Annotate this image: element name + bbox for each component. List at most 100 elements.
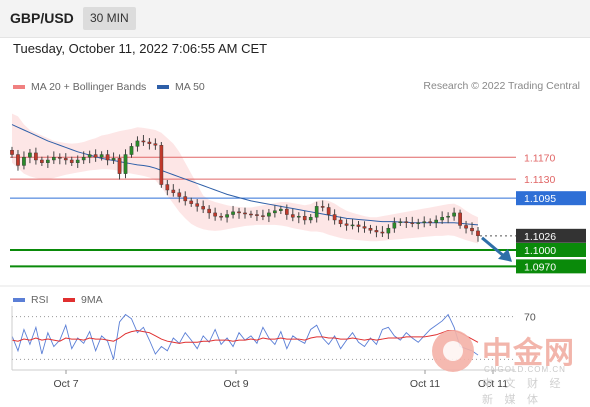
rsi-panel: 70 [11, 312, 536, 360]
x-tick-label: Oct 7 [53, 378, 78, 390]
candle-body [153, 143, 158, 146]
level-label-resistance-1: 1.1130 [524, 174, 555, 186]
candle-body [302, 215, 307, 221]
ma20-swatch [13, 85, 25, 90]
rsi-tick-70: 70 [524, 312, 536, 324]
level-tag-support-2 [516, 259, 586, 274]
legend-ma50: MA 50 [157, 80, 205, 94]
candle-body [398, 221, 403, 223]
candle-body [386, 227, 391, 234]
rsi-9ma-line [11, 330, 479, 344]
candle-body [28, 152, 32, 158]
candle-body [326, 207, 331, 215]
candle-body [279, 208, 283, 211]
candle-body [105, 154, 110, 161]
candle-body [165, 184, 170, 191]
interval-button[interactable]: 30 MIN [83, 7, 136, 30]
candle-body [464, 225, 468, 229]
watermark-sub: 中 文 财 经 新 媒 体 [482, 377, 565, 406]
bollinger-band-area [12, 113, 478, 244]
candle-body [410, 222, 415, 224]
candle-body [350, 224, 355, 227]
rsi-swatch [13, 298, 25, 303]
candle-body [147, 141, 152, 144]
symbol-title: GBP/USD [10, 10, 74, 26]
candle-body [404, 221, 409, 223]
candle-body [10, 149, 14, 155]
level-tag-pivot [516, 191, 586, 206]
candle-body [81, 157, 86, 161]
candle-body [392, 222, 397, 229]
legend-9ma: 9MA [63, 293, 103, 307]
level-label-support-1: 1.1000 [524, 245, 556, 257]
candle-body [261, 215, 265, 217]
candle-body [225, 214, 229, 218]
candle-body [201, 206, 206, 210]
candle-body [249, 213, 253, 216]
candle-body [267, 212, 271, 217]
x-tick-label: Oct 11 [410, 378, 440, 390]
candle-body [135, 140, 140, 147]
candle-body [362, 226, 367, 229]
candle-body [219, 215, 223, 218]
candle-body [99, 154, 104, 158]
candle-body [284, 208, 289, 215]
candle-body [422, 221, 427, 223]
level-label-current-price: 1.1026 [524, 231, 556, 243]
level-tag-support-1 [516, 243, 586, 257]
candle-body [213, 212, 217, 217]
candle-body [189, 200, 194, 204]
candle-body [243, 212, 247, 215]
credit-text: Research © 2022 Trading Central [423, 80, 580, 92]
candle-body [374, 230, 379, 233]
rsi-label: RSI [31, 294, 49, 306]
candle-body [87, 154, 92, 158]
ma9-swatch [63, 298, 75, 303]
candle-body [183, 196, 188, 202]
candle-body [320, 206, 325, 208]
candle-body [452, 212, 456, 217]
candle-body [46, 159, 50, 163]
ma9-label: 9MA [81, 294, 103, 306]
watermark-cn: 中金网 [482, 336, 575, 371]
candle-body [332, 214, 337, 221]
candle-body [290, 214, 295, 218]
ma20-label: MA 20 + Bollinger Bands [31, 81, 147, 93]
top-bar: GBP/USD 30 MIN [0, 0, 590, 38]
level-tag-current-price [516, 228, 586, 243]
candle-body [207, 208, 211, 214]
candle-body [470, 227, 474, 232]
candle-body [380, 231, 385, 234]
candle-body [63, 158, 68, 161]
candle-body [273, 210, 277, 214]
forecast-arrow-head [498, 248, 512, 262]
candle-body [117, 158, 122, 174]
candle-body [141, 140, 146, 143]
x-tick-label: Oct 9 [223, 378, 248, 390]
level-label-pivot: 1.1095 [524, 193, 556, 205]
candle-body [34, 152, 38, 161]
candle-body [296, 215, 301, 218]
candle-body [476, 230, 480, 237]
price-panel: 1.1170 1.1130 1.1095 1.1026 1.1000 1.0970 [0, 113, 590, 287]
candle-body [75, 159, 80, 163]
candle-body [171, 189, 176, 193]
x-axis: Oct 7 Oct 9 Oct 11 Oct 11 [11, 306, 515, 390]
candle-body [177, 192, 182, 197]
legend-rsi: RSI [13, 293, 49, 307]
candle-body [255, 214, 259, 216]
candle-body [195, 203, 200, 207]
watermark: 中金网 CNGOLD.COM.CN 中 文 财 经 新 媒 体 [432, 328, 582, 406]
candle-body [231, 211, 235, 215]
candle-body [314, 206, 319, 218]
candle-body [338, 219, 343, 225]
candle-body [308, 217, 313, 221]
candle-body [434, 219, 439, 223]
candle-body [16, 154, 20, 166]
watermark-domain: CNGOLD.COM.CN [484, 365, 566, 374]
candle-body [428, 221, 433, 223]
candle-body [57, 157, 62, 159]
candle-body [237, 211, 241, 214]
candle-body [368, 227, 373, 231]
